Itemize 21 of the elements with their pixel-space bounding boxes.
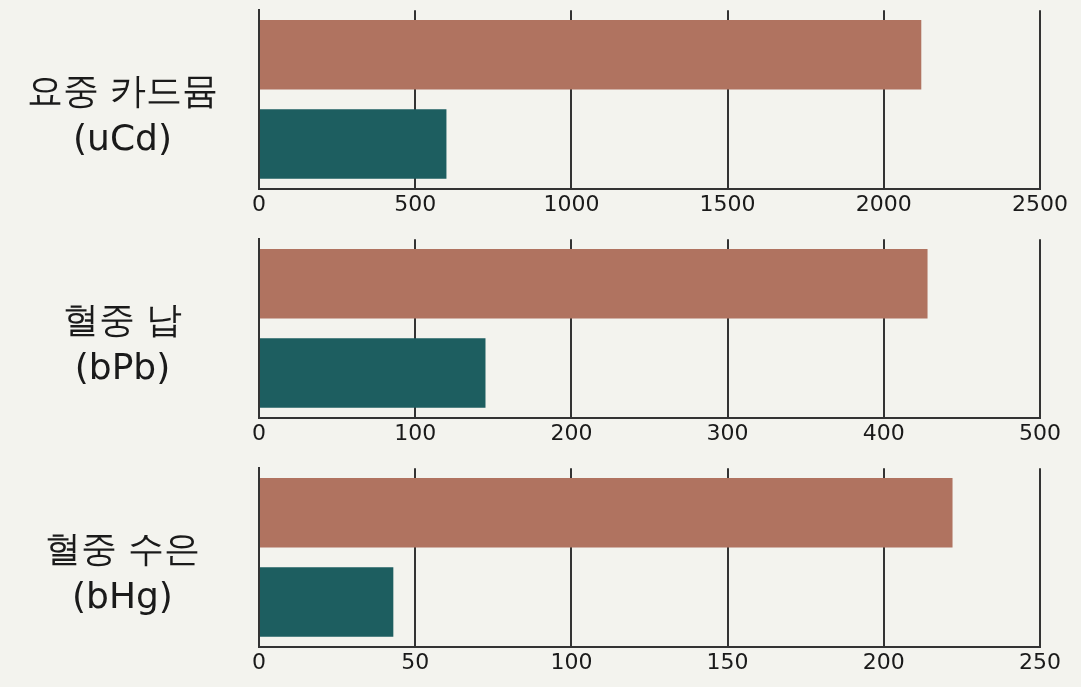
x-tick-label: 0 bbox=[252, 419, 266, 445]
y-axis-title: 요중 카드뮴 (uCd) bbox=[25, 68, 220, 160]
x-tick-label: 2000 bbox=[855, 190, 912, 216]
x-tick-label: 2500 bbox=[1012, 190, 1068, 216]
x-tick-label: 400 bbox=[862, 419, 905, 445]
x-tick-label: 250 bbox=[1019, 648, 1061, 674]
x-tick-label: 150 bbox=[706, 648, 749, 674]
x-tick-label: 200 bbox=[550, 419, 593, 445]
x-tick-label: 300 bbox=[706, 419, 749, 445]
x-tick-label: 0 bbox=[252, 190, 266, 216]
x-tick-label: 50 bbox=[401, 648, 430, 674]
y-axis-title: 혈중 납 (bPb) bbox=[61, 297, 184, 389]
x-tick-label: 500 bbox=[394, 190, 437, 216]
x-tick-label: 100 bbox=[394, 419, 437, 445]
x-tick-label: 100 bbox=[550, 648, 593, 674]
x-tick-label: 200 bbox=[862, 648, 905, 674]
x-tick-label: 0 bbox=[252, 648, 266, 674]
x-tick-label: 500 bbox=[1019, 419, 1061, 445]
x-tick-label: 1000 bbox=[543, 190, 600, 216]
x-tick-label: 1500 bbox=[699, 190, 756, 216]
y-axis-title: 혈중 수은 (bHg) bbox=[43, 526, 202, 618]
